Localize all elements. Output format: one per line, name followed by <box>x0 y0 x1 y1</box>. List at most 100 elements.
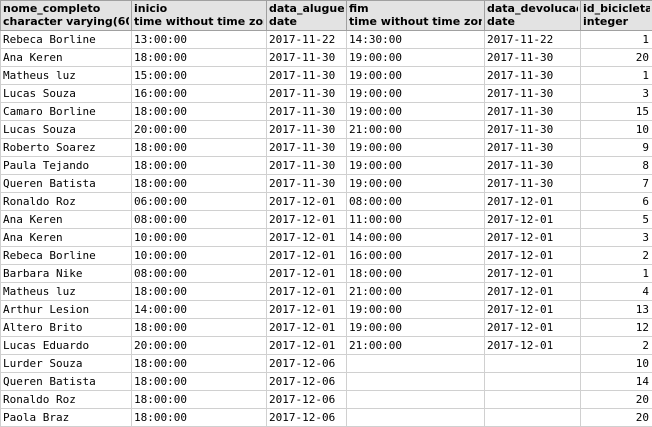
cell-id-bicicleta[interactable]: 3 <box>581 85 652 103</box>
cell-data-devolucao[interactable]: 2017-12-01 <box>485 265 581 283</box>
cell-fim[interactable]: 21:00:00 <box>347 337 485 355</box>
cell-data-devolucao[interactable]: 2017-12-01 <box>485 337 581 355</box>
cell-data-devolucao[interactable]: 2017-12-01 <box>485 247 581 265</box>
cell-fim[interactable]: 19:00:00 <box>347 175 485 193</box>
cell-data-aluguel[interactable]: 2017-11-30 <box>267 49 347 67</box>
cell-data-aluguel[interactable]: 2017-12-06 <box>267 391 347 409</box>
cell-data-aluguel[interactable]: 2017-11-30 <box>267 67 347 85</box>
cell-inicio[interactable]: 18:00:00 <box>132 139 267 157</box>
cell-id-bicicleta[interactable]: 1 <box>581 31 652 49</box>
cell-inicio[interactable]: 14:00:00 <box>132 301 267 319</box>
cell-id-bicicleta[interactable]: 8 <box>581 157 652 175</box>
cell-data-devolucao[interactable]: 2017-12-01 <box>485 229 581 247</box>
cell-id-bicicleta[interactable]: 13 <box>581 301 652 319</box>
cell-fim[interactable]: 18:00:00 <box>347 265 485 283</box>
cell-id-bicicleta[interactable]: 1 <box>581 265 652 283</box>
cell-data-aluguel[interactable]: 2017-11-30 <box>267 139 347 157</box>
cell-inicio[interactable]: 18:00:00 <box>132 157 267 175</box>
cell-data-devolucao[interactable]: 2017-11-30 <box>485 157 581 175</box>
cell-data-devolucao[interactable]: 2017-12-01 <box>485 319 581 337</box>
cell-fim[interactable] <box>347 373 485 391</box>
cell-data-aluguel[interactable]: 2017-11-22 <box>267 31 347 49</box>
cell-data-aluguel[interactable]: 2017-11-30 <box>267 175 347 193</box>
cell-data-devolucao[interactable] <box>485 373 581 391</box>
cell-fim[interactable]: 16:00:00 <box>347 247 485 265</box>
cell-id-bicicleta[interactable]: 3 <box>581 229 652 247</box>
cell-nome-completo[interactable]: Queren Batista <box>1 373 132 391</box>
cell-fim[interactable]: 19:00:00 <box>347 67 485 85</box>
cell-id-bicicleta[interactable]: 7 <box>581 175 652 193</box>
cell-inicio[interactable]: 20:00:00 <box>132 121 267 139</box>
cell-id-bicicleta[interactable]: 2 <box>581 247 652 265</box>
cell-fim[interactable]: 19:00:00 <box>347 301 485 319</box>
cell-nome-completo[interactable]: Altero Brito <box>1 319 132 337</box>
cell-fim[interactable]: 14:30:00 <box>347 31 485 49</box>
cell-nome-completo[interactable]: Lucas Souza <box>1 121 132 139</box>
cell-fim[interactable]: 21:00:00 <box>347 121 485 139</box>
cell-inicio[interactable]: 18:00:00 <box>132 283 267 301</box>
cell-data-aluguel[interactable]: 2017-11-30 <box>267 103 347 121</box>
cell-data-devolucao[interactable]: 2017-11-30 <box>485 175 581 193</box>
cell-nome-completo[interactable]: Arthur Lesion <box>1 301 132 319</box>
cell-data-aluguel[interactable]: 2017-12-01 <box>267 265 347 283</box>
cell-inicio[interactable]: 16:00:00 <box>132 85 267 103</box>
cell-data-devolucao[interactable]: 2017-11-30 <box>485 49 581 67</box>
cell-fim[interactable]: 19:00:00 <box>347 319 485 337</box>
cell-fim[interactable]: 08:00:00 <box>347 193 485 211</box>
cell-data-aluguel[interactable]: 2017-12-06 <box>267 355 347 373</box>
cell-inicio[interactable]: 18:00:00 <box>132 355 267 373</box>
cell-fim[interactable] <box>347 391 485 409</box>
cell-data-aluguel[interactable]: 2017-12-01 <box>267 193 347 211</box>
cell-data-devolucao[interactable]: 2017-12-01 <box>485 193 581 211</box>
cell-id-bicicleta[interactable]: 10 <box>581 121 652 139</box>
cell-id-bicicleta[interactable]: 15 <box>581 103 652 121</box>
cell-id-bicicleta[interactable]: 10 <box>581 355 652 373</box>
cell-inicio[interactable]: 18:00:00 <box>132 319 267 337</box>
cell-inicio[interactable]: 10:00:00 <box>132 229 267 247</box>
cell-data-devolucao[interactable] <box>485 355 581 373</box>
cell-id-bicicleta[interactable]: 20 <box>581 409 652 427</box>
cell-id-bicicleta[interactable]: 9 <box>581 139 652 157</box>
cell-id-bicicleta[interactable]: 12 <box>581 319 652 337</box>
cell-id-bicicleta[interactable]: 5 <box>581 211 652 229</box>
cell-fim[interactable]: 21:00:00 <box>347 283 485 301</box>
column-header-data-devolucao[interactable]: data_devolucao date <box>485 1 581 31</box>
cell-fim[interactable] <box>347 409 485 427</box>
cell-nome-completo[interactable]: Rebeca Borline <box>1 247 132 265</box>
cell-inicio[interactable]: 06:00:00 <box>132 193 267 211</box>
cell-id-bicicleta[interactable]: 1 <box>581 67 652 85</box>
cell-data-devolucao[interactable]: 2017-11-30 <box>485 67 581 85</box>
cell-data-aluguel[interactable]: 2017-12-01 <box>267 283 347 301</box>
cell-inicio[interactable]: 18:00:00 <box>132 373 267 391</box>
cell-data-aluguel[interactable]: 2017-11-30 <box>267 121 347 139</box>
cell-data-aluguel[interactable]: 2017-12-01 <box>267 301 347 319</box>
cell-data-devolucao[interactable] <box>485 409 581 427</box>
cell-data-devolucao[interactable] <box>485 391 581 409</box>
cell-nome-completo[interactable]: Ana Keren <box>1 229 132 247</box>
cell-fim[interactable]: 19:00:00 <box>347 157 485 175</box>
cell-fim[interactable]: 14:00:00 <box>347 229 485 247</box>
cell-fim[interactable]: 19:00:00 <box>347 49 485 67</box>
cell-data-aluguel[interactable]: 2017-12-06 <box>267 373 347 391</box>
cell-data-devolucao[interactable]: 2017-12-01 <box>485 301 581 319</box>
cell-fim[interactable]: 11:00:00 <box>347 211 485 229</box>
cell-nome-completo[interactable]: Roberto Soarez <box>1 139 132 157</box>
cell-nome-completo[interactable]: Queren Batista <box>1 175 132 193</box>
cell-inicio[interactable]: 18:00:00 <box>132 391 267 409</box>
cell-nome-completo[interactable]: Lucas Souza <box>1 85 132 103</box>
cell-fim[interactable]: 19:00:00 <box>347 139 485 157</box>
cell-inicio[interactable]: 20:00:00 <box>132 337 267 355</box>
cell-nome-completo[interactable]: Matheus luz <box>1 67 132 85</box>
